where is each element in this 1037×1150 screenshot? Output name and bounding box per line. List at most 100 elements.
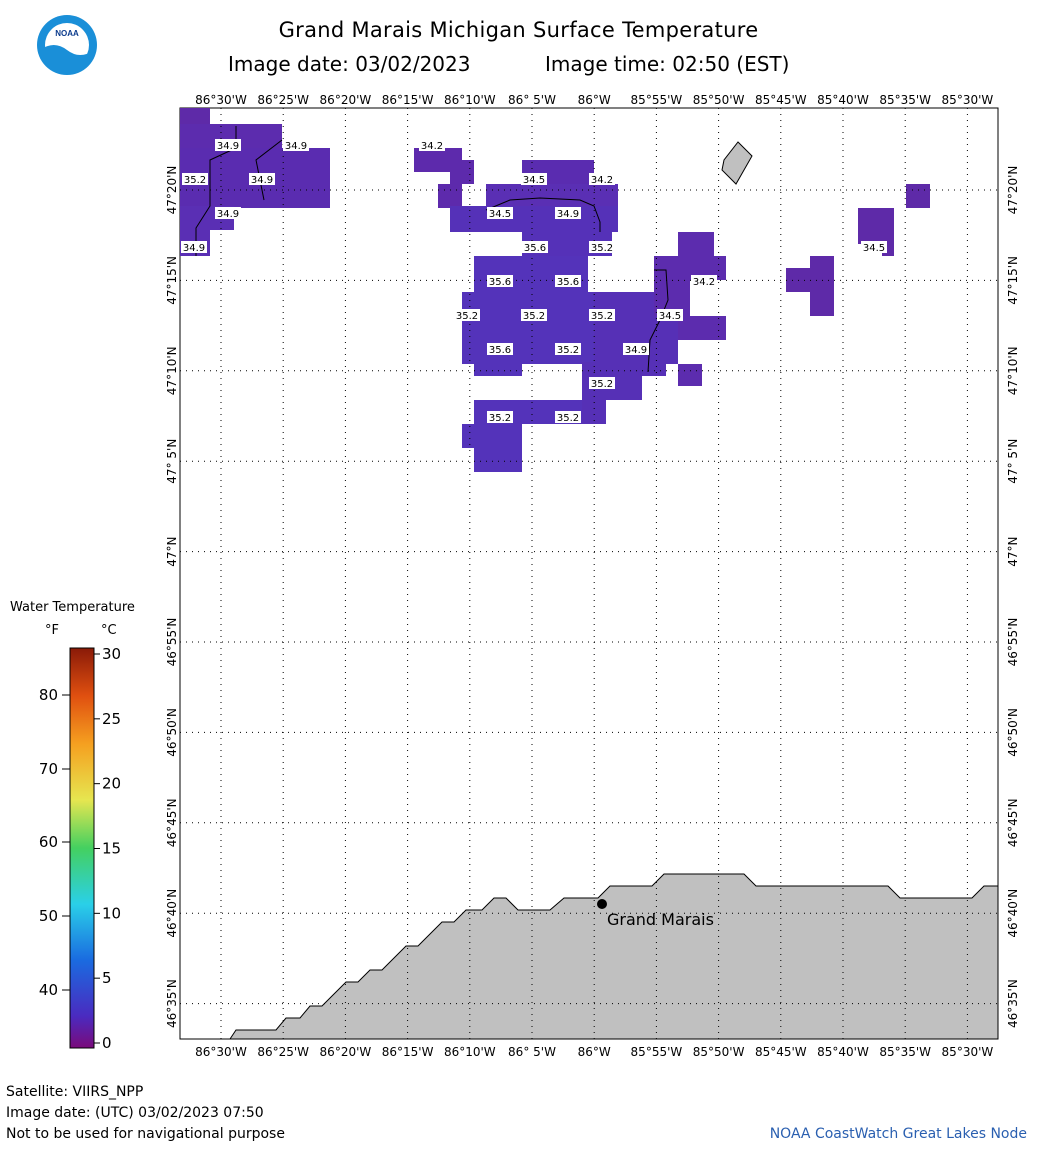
lat-label-right: 46°50'N	[1006, 708, 1020, 757]
lon-label-top: 86° 5'W	[508, 93, 556, 107]
temperature-label: 34.5	[521, 173, 547, 186]
satellite-info: Satellite: VIIRS_NPP	[6, 1084, 144, 1100]
legend: Water Temperature °F °C 8070605040302520…	[10, 600, 135, 1052]
lon-label-bottom: 85°50'W	[693, 1045, 745, 1059]
temperature-label: 35.2	[521, 309, 547, 322]
svg-text:35.2: 35.2	[591, 379, 613, 390]
temperature-label: 34.5	[487, 207, 513, 220]
svg-text:35.2: 35.2	[184, 175, 206, 186]
svg-text:34.9: 34.9	[625, 345, 647, 356]
svg-text:34.5: 34.5	[863, 243, 885, 254]
temperature-label: 34.5	[861, 241, 887, 254]
graticule	[180, 108, 998, 1039]
latitude-labels-right: 47°20'N 47°15'N 47°10'N 47° 5'N 47°N 46°55'N 4…	[1006, 166, 1020, 1028]
svg-text:34.5: 34.5	[659, 311, 681, 322]
lon-label-top: 86°25'W	[257, 93, 309, 107]
legend-c-tick: 10	[102, 904, 121, 922]
image-time: Image time: 02:50 (EST)	[545, 52, 790, 76]
temperature-label: 35.6	[522, 241, 548, 254]
temperature-label: 35.2	[487, 411, 513, 424]
svg-text:34.9: 34.9	[285, 141, 307, 152]
temperature-label: 35.6	[555, 275, 581, 288]
legend-c-tick: 25	[102, 710, 121, 728]
temperature-label: 34.2	[589, 173, 615, 186]
lat-label-right: 47°N	[1006, 536, 1020, 566]
svg-text:34.9: 34.9	[557, 209, 579, 220]
temperature-label: 34.9	[215, 139, 241, 152]
lat-label-left: 46°55'N	[165, 618, 179, 667]
lat-label-right: 47°15'N	[1006, 256, 1020, 305]
isotherm-lines	[195, 126, 669, 373]
lon-label-bottom: 86° 5'W	[508, 1045, 556, 1059]
lon-label-top: 86°30'W	[195, 93, 247, 107]
svg-text:35.2: 35.2	[591, 243, 613, 254]
lon-label-top: 85°45'W	[755, 93, 807, 107]
lon-label-bottom: 86°20'W	[320, 1045, 372, 1059]
legend-c-tick: 30	[102, 645, 121, 663]
lon-label-bottom: 85°40'W	[817, 1045, 869, 1059]
lon-label-bottom: 86°W	[578, 1045, 611, 1059]
credit: NOAA CoastWatch Great Lakes Node	[769, 1126, 1027, 1142]
lon-label-top: 86°W	[578, 93, 611, 107]
grand-marais-marker	[597, 899, 607, 909]
svg-text:34.5: 34.5	[489, 209, 511, 220]
temperature-label: 35.2	[589, 377, 615, 390]
legend-f-tick: 60	[39, 833, 58, 851]
svg-text:35.2: 35.2	[456, 311, 478, 322]
image-date: Image date: 03/02/2023	[228, 52, 471, 76]
lon-label-bottom: 85°45'W	[755, 1045, 807, 1059]
lon-label-bottom: 86°30'W	[195, 1045, 247, 1059]
svg-text:34.9: 34.9	[217, 209, 239, 220]
svg-text:35.6: 35.6	[557, 277, 579, 288]
temperature-label: 35.2	[555, 343, 581, 356]
svg-text:35.6: 35.6	[489, 277, 511, 288]
lat-label-right: 46°35'N	[1006, 979, 1020, 1028]
lat-label-left: 47°15'N	[165, 256, 179, 305]
lat-label-left: 47°N	[165, 536, 179, 566]
lon-label-bottom: 85°35'W	[879, 1045, 931, 1059]
lon-label-top: 85°30'W	[942, 93, 994, 107]
svg-text:34.9: 34.9	[217, 141, 239, 152]
temperature-label: 35.2	[555, 411, 581, 424]
lat-label-left: 46°35'N	[165, 979, 179, 1028]
svg-text:35.2: 35.2	[557, 413, 579, 424]
lat-label-left: 46°50'N	[165, 708, 179, 757]
lon-label-top: 86°15'W	[382, 93, 434, 107]
place-label: Grand Marais	[607, 910, 714, 929]
temperature-label: 34.9	[283, 139, 309, 152]
lat-label-left: 46°45'N	[165, 798, 179, 847]
lon-label-top: 86°10'W	[444, 93, 496, 107]
temperature-label: 34.9	[555, 207, 581, 220]
temperature-label: 35.6	[487, 275, 513, 288]
temperature-label: 35.2	[589, 241, 615, 254]
noaa-logo: NOAA	[37, 15, 97, 75]
svg-text:34.9: 34.9	[183, 243, 205, 254]
lat-label-right: 46°55'N	[1006, 618, 1020, 667]
legend-unit-f: °F	[45, 623, 59, 638]
map-title: Grand Marais Michigan Surface Temperatur…	[278, 18, 759, 42]
temperature-label: 34.2	[419, 139, 445, 152]
legend-colorbar	[69, 647, 95, 1049]
longitude-labels-top: 86°30'W 86°25'W 86°20'W 86°15'W 86°10'W 86° 5…	[195, 93, 993, 107]
lat-label-left: 47°10'N	[165, 346, 179, 395]
temperature-label: 34.9	[249, 173, 275, 186]
svg-text:34.9: 34.9	[251, 175, 273, 186]
svg-text:34.5: 34.5	[523, 175, 545, 186]
lat-label-left: 47° 5'N	[165, 439, 179, 484]
svg-text:35.2: 35.2	[489, 413, 511, 424]
lat-label-right: 47°20'N	[1006, 166, 1020, 215]
temperature-label: 34.9	[181, 241, 207, 254]
longitude-labels-bottom: 86°30'W 86°25'W 86°20'W 86°15'W 86°10'W 86° 5…	[195, 1045, 993, 1059]
logo-text: NOAA	[55, 29, 79, 38]
svg-text:34.2: 34.2	[693, 277, 715, 288]
temperature-label: 35.2	[589, 309, 615, 322]
svg-text:34.2: 34.2	[421, 141, 443, 152]
temperature-label: 35.2	[182, 173, 208, 186]
land-area	[229, 873, 999, 1040]
latitude-labels-left: 47°20'N 47°15'N 47°10'N 47° 5'N 47°N 46°55'N 4…	[165, 166, 179, 1028]
lon-label-bottom: 86°25'W	[257, 1045, 309, 1059]
temperature-label: 34.9	[623, 343, 649, 356]
svg-text:35.2: 35.2	[557, 345, 579, 356]
svg-text:35.2: 35.2	[591, 311, 613, 322]
